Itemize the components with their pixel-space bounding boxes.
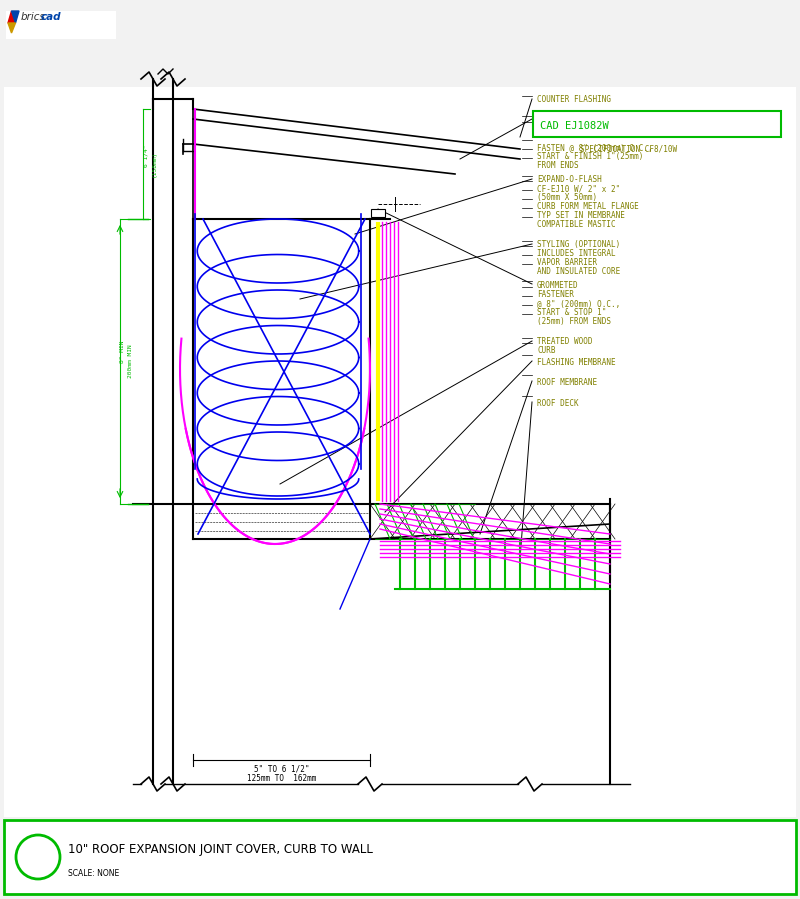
Text: ROOF MEMBRANE: ROOF MEMBRANE bbox=[537, 378, 597, 387]
Text: (25mm) FROM ENDS: (25mm) FROM ENDS bbox=[537, 317, 611, 326]
Text: CURB FORM METAL FLANGE: CURB FORM METAL FLANGE bbox=[537, 202, 638, 211]
Text: brics: brics bbox=[21, 12, 46, 22]
Text: 8" MIN: 8" MIN bbox=[121, 340, 126, 363]
Text: 10" ROOF EXPANSION JOINT COVER, CURB TO WALL: 10" ROOF EXPANSION JOINT COVER, CURB TO … bbox=[68, 843, 373, 857]
Polygon shape bbox=[8, 11, 15, 23]
Polygon shape bbox=[11, 11, 19, 23]
Text: START & FINISH 1"(25mm): START & FINISH 1"(25mm) bbox=[537, 152, 643, 161]
Bar bbox=[4, 87, 796, 817]
Text: GROMMETED: GROMMETED bbox=[537, 281, 578, 290]
Text: CAD EJ1082W: CAD EJ1082W bbox=[540, 121, 609, 131]
Text: START & STOP 1": START & STOP 1" bbox=[537, 308, 606, 317]
Text: VAPOR BARRIER: VAPOR BARRIER bbox=[537, 258, 597, 267]
Circle shape bbox=[16, 835, 60, 879]
Text: TREATED WOOD: TREATED WOOD bbox=[537, 337, 593, 346]
Bar bbox=[6, 11, 116, 39]
Text: FASTEN @ 8" (200mm) O.C.,: FASTEN @ 8" (200mm) O.C., bbox=[537, 143, 653, 152]
Text: EXPAND-O-FLASH: EXPAND-O-FLASH bbox=[537, 175, 602, 184]
Bar bbox=[4, 820, 796, 894]
Text: cad: cad bbox=[41, 12, 62, 22]
Text: SET IN MASTIC: SET IN MASTIC bbox=[537, 125, 597, 134]
Text: CURB: CURB bbox=[537, 346, 555, 355]
Text: 5" TO 6 1/2": 5" TO 6 1/2" bbox=[254, 764, 310, 773]
Text: 200mm MIN: 200mm MIN bbox=[129, 344, 134, 378]
Text: FASTENER: FASTENER bbox=[537, 290, 574, 299]
Bar bbox=[371, 209, 385, 217]
Text: 4" (100mm) METAL FLANGE: 4" (100mm) METAL FLANGE bbox=[537, 116, 643, 125]
Text: AND INSULATED CORE: AND INSULATED CORE bbox=[537, 267, 620, 276]
Text: COMPATIBLE MASTIC: COMPATIBLE MASTIC bbox=[537, 220, 616, 229]
Text: ROOF DECK: ROOF DECK bbox=[537, 399, 578, 408]
Text: 6 1/4": 6 1/4" bbox=[143, 145, 149, 167]
Text: 125mm TO  162mm: 125mm TO 162mm bbox=[247, 774, 316, 783]
Text: FLASHING MEMBRANE: FLASHING MEMBRANE bbox=[537, 358, 616, 367]
Text: SPECIFICATION CF8/10W: SPECIFICATION CF8/10W bbox=[580, 145, 677, 154]
Text: STYLING (OPTIONAL): STYLING (OPTIONAL) bbox=[537, 240, 620, 249]
Text: @ 8" (200mm) O.C.,: @ 8" (200mm) O.C., bbox=[537, 299, 620, 308]
Text: (158mm): (158mm) bbox=[151, 151, 157, 177]
Text: SCALE: NONE: SCALE: NONE bbox=[68, 869, 119, 878]
Text: FROM ENDS: FROM ENDS bbox=[537, 161, 578, 170]
Text: INCLUDES INTEGRAL: INCLUDES INTEGRAL bbox=[537, 249, 616, 258]
Text: (50mm X 50mm): (50mm X 50mm) bbox=[537, 193, 597, 202]
Text: CF-EJ10 W/ 2" x 2": CF-EJ10 W/ 2" x 2" bbox=[537, 184, 620, 193]
Text: COUNTER FLASHING: COUNTER FLASHING bbox=[537, 95, 611, 104]
Bar bbox=[533, 111, 781, 137]
Text: TYP SET IN MEMBRANE: TYP SET IN MEMBRANE bbox=[537, 211, 625, 220]
Polygon shape bbox=[8, 23, 15, 33]
